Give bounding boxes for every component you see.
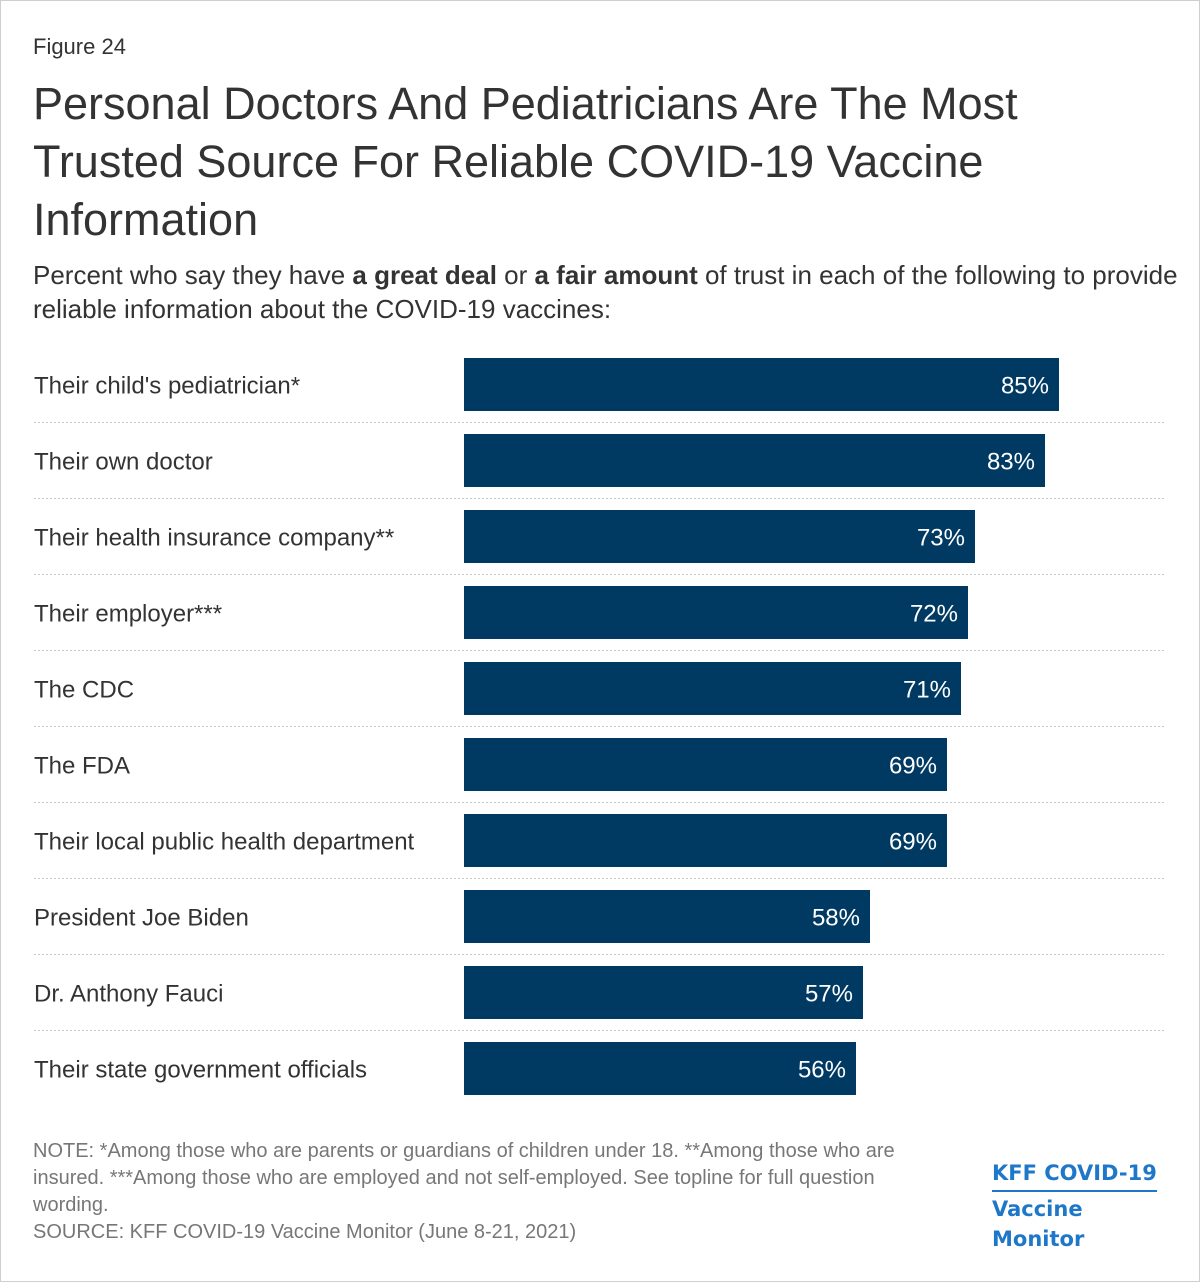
chart-title: Personal Doctors And Pediatricians Are T… — [33, 78, 1018, 245]
note-text: NOTE: *Among those who are parents or gu… — [33, 1140, 895, 1216]
bar — [464, 358, 1059, 411]
category-label: President Joe Biden — [34, 905, 249, 932]
data-label: 83% — [987, 449, 1035, 476]
logo-line-1: KFF COVID-19 — [992, 1158, 1157, 1192]
bar — [464, 890, 870, 943]
data-label: 73% — [917, 525, 965, 552]
data-label: 58% — [812, 905, 860, 932]
kff-logo: KFF COVID-19 Vaccine Monitor — [992, 1158, 1172, 1254]
data-label: 57% — [805, 981, 853, 1008]
category-label: Their state government officials — [34, 1057, 367, 1084]
data-label: 69% — [889, 829, 937, 856]
figure-label: Figure 24 — [33, 34, 126, 59]
subtitle-bold-1: a great deal — [352, 260, 497, 290]
bar — [464, 662, 961, 715]
category-label: Their employer*** — [34, 601, 222, 628]
category-label: Their health insurance company** — [34, 525, 394, 552]
subtitle-text-2: or — [496, 260, 535, 290]
data-label: 71% — [903, 677, 951, 704]
data-label: 85% — [1001, 373, 1049, 400]
data-label: 72% — [910, 601, 958, 628]
category-label: The CDC — [34, 677, 134, 704]
bar — [464, 966, 863, 1019]
logo-line-2: Vaccine Monitor — [992, 1197, 1085, 1251]
category-label: Their child's pediatrician* — [34, 373, 300, 400]
bar — [464, 434, 1045, 487]
chart-subtitle: Percent who say they have a great deal o… — [33, 258, 1183, 326]
bar-chart: Their child's pediatrician* 85% Their own … — [34, 358, 1166, 1095]
bar — [464, 586, 968, 639]
category-label: Dr. Anthony Fauci — [34, 981, 223, 1008]
chart-notes: NOTE: *Among those who are parents or gu… — [33, 1138, 953, 1246]
category-label: The FDA — [34, 753, 130, 780]
source-text: SOURCE: KFF COVID-19 Vaccine Monitor (Ju… — [33, 1221, 577, 1243]
data-label: 56% — [798, 1057, 846, 1084]
subtitle-text-3: of trust in each of the following to pro… — [33, 260, 1178, 324]
subtitle-text-1: Percent who say they have — [33, 260, 353, 290]
bar — [464, 814, 947, 867]
category-label: Their own doctor — [34, 449, 213, 476]
bar — [464, 510, 975, 563]
subtitle-bold-2: a fair amount — [534, 260, 698, 290]
bar — [464, 738, 947, 791]
bar — [464, 1042, 856, 1095]
category-label: Their local public health department — [34, 829, 415, 856]
data-label: 69% — [889, 753, 937, 780]
